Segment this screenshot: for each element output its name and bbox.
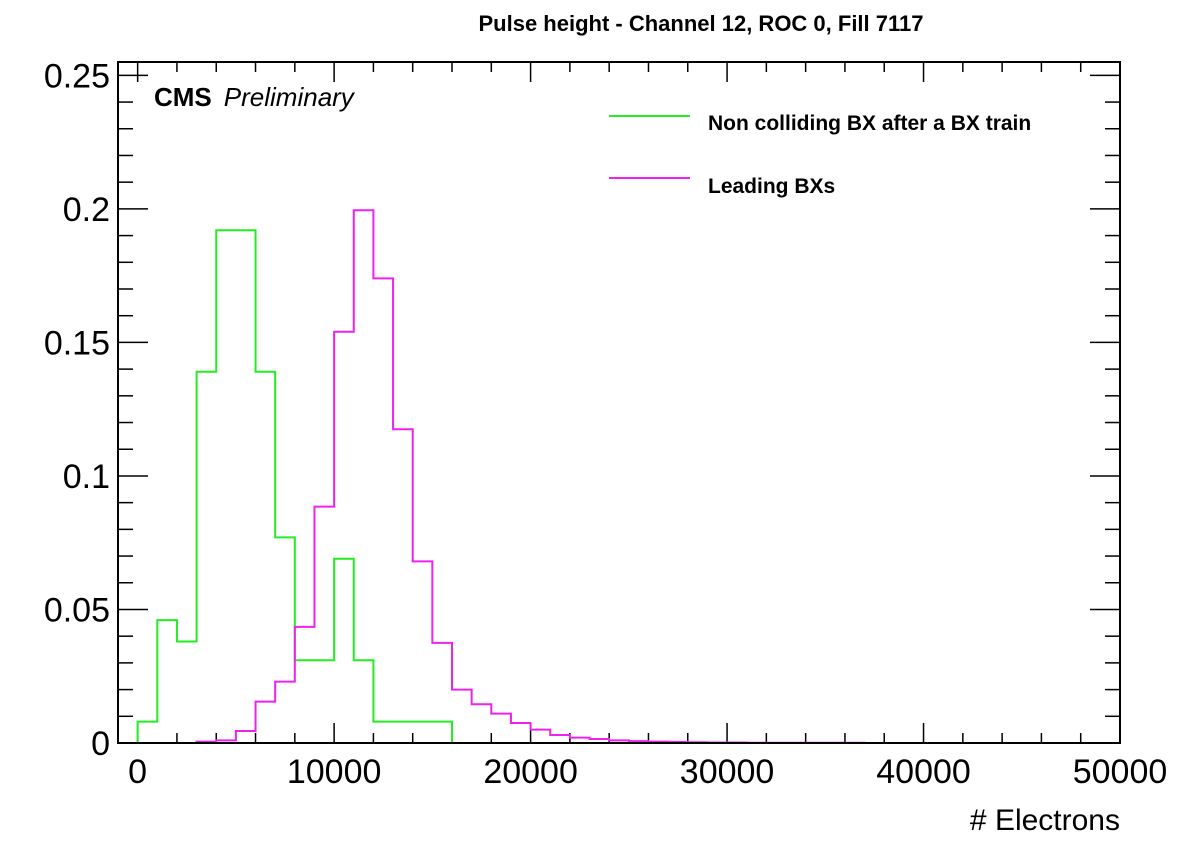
legend-label-non-colliding: Non colliding BX after a BX train (708, 112, 1031, 135)
x-axis-label: # Electrons (970, 804, 1120, 837)
y-tick-label: 0.25 (44, 57, 110, 95)
axis-ticks (118, 62, 1121, 744)
series-layer (136, 209, 866, 744)
y-tick-label: 0.15 (44, 324, 110, 362)
x-tick-label: 30000 (680, 753, 775, 791)
cms-label: CMS (154, 82, 212, 112)
series-non-colliding (136, 229, 453, 743)
histogram-line (136, 229, 453, 743)
cms-annotation: CMS Preliminary (154, 82, 356, 112)
chart-title: Pulse height - Channel 12, ROC 0, Fill 7… (478, 11, 923, 36)
x-tick-label: 0 (128, 753, 147, 791)
y-tick-label: 0.1 (63, 458, 110, 496)
y-tick-label: 0 (91, 725, 110, 763)
x-tick-label: 20000 (483, 753, 578, 791)
histogram-line (137, 209, 866, 744)
tick-labels: 0 10000 20000 30000 40000 50000 0 0.05 0.1 0.15 0.… (44, 57, 1167, 791)
legend: Non colliding BX after a BX train Leadin… (609, 112, 1031, 198)
y-tick-label: 0.2 (63, 191, 110, 229)
plot-frame (117, 61, 1121, 744)
series-leading (137, 209, 866, 744)
x-tick-label: 40000 (876, 753, 971, 791)
x-tick-label: 50000 (1073, 753, 1168, 791)
preliminary-label: Preliminary (224, 82, 356, 112)
legend-label-leading: Leading BXs (708, 175, 835, 198)
x-tick-label: 10000 (287, 753, 382, 791)
y-tick-label: 0.05 (44, 591, 110, 629)
